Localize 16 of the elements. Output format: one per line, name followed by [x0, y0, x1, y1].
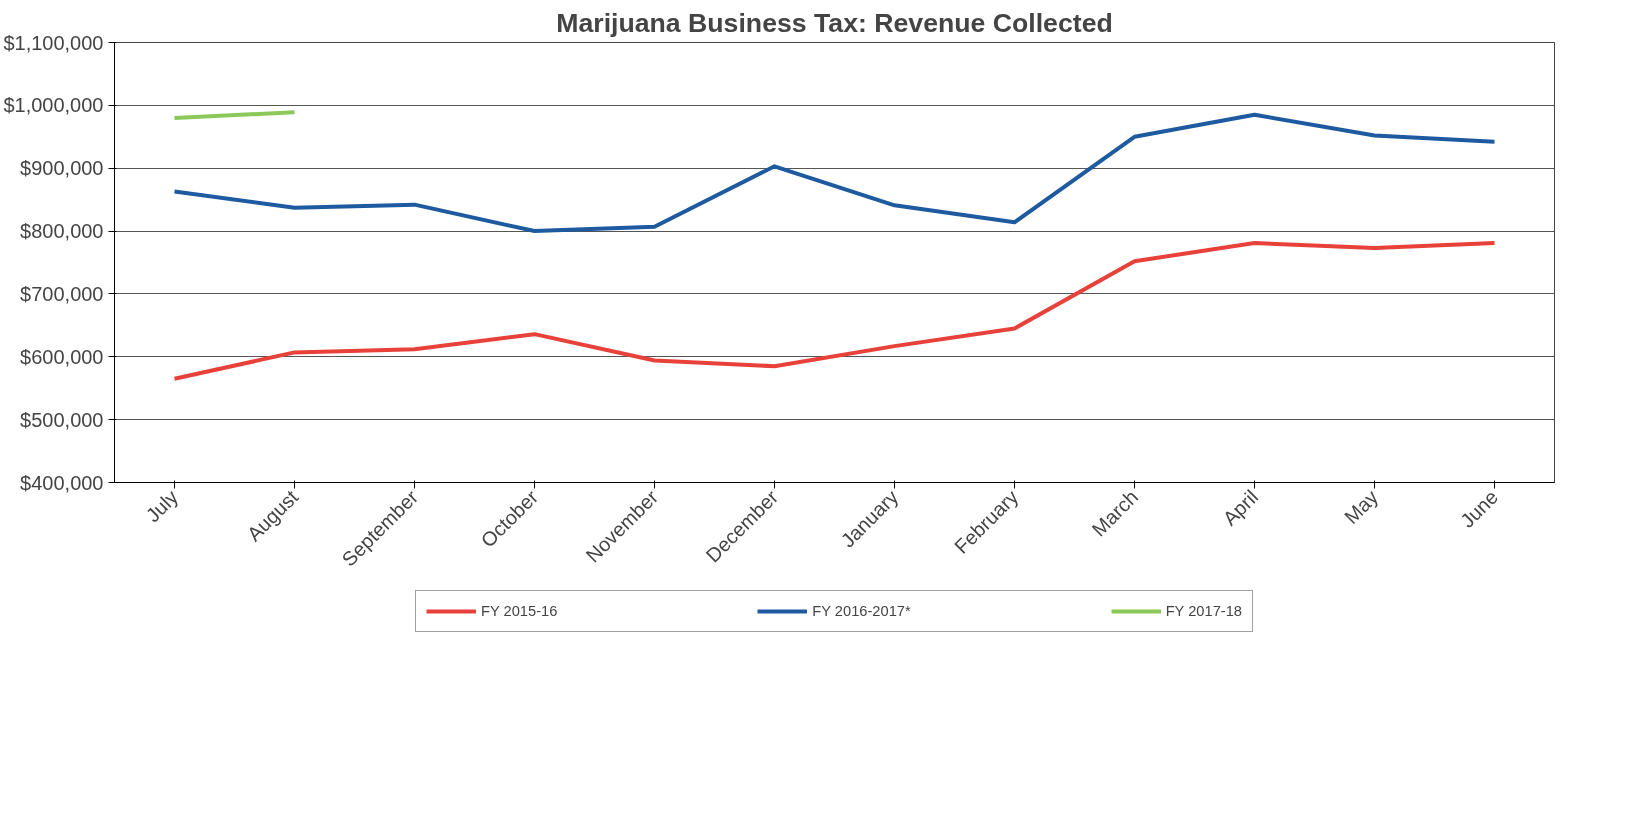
legend-label: FY 2016-2017*: [812, 603, 911, 619]
line-series: [172, 112, 1497, 234]
x-tick-label: July: [141, 485, 183, 527]
x-tick-label: May: [1340, 485, 1383, 528]
y-tick-label: $1,100,000: [3, 31, 104, 54]
y-tick-label: $800,000: [20, 220, 104, 243]
y-tick-label: $500,000: [20, 408, 104, 431]
line-series: [172, 241, 1497, 381]
chart-title: Marijuana Business Tax: Revenue Collected: [556, 7, 1113, 38]
y-tick-label: $700,000: [20, 282, 104, 305]
y-tick-label: $600,000: [20, 345, 104, 368]
y-tick-label: $900,000: [20, 157, 104, 180]
y-tick-label: $400,000: [20, 471, 104, 494]
y-tick-label: $1,000,000: [3, 94, 104, 117]
legend-label: FY 2017-18: [1165, 603, 1242, 619]
legend-label: FY 2015-16: [481, 603, 558, 619]
